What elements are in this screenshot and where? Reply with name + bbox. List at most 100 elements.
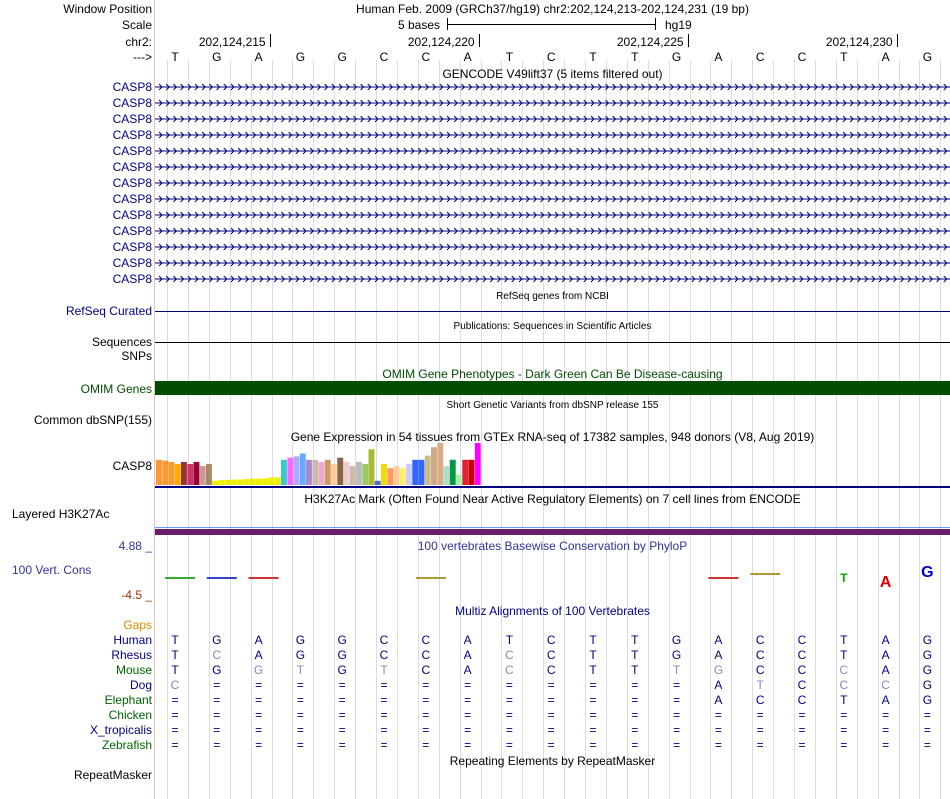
gencode-row-label[interactable]: CASP8 bbox=[112, 176, 152, 190]
gencode-transcript[interactable] bbox=[155, 178, 950, 188]
gencode-transcript[interactable] bbox=[155, 146, 950, 156]
species-label[interactable]: Human bbox=[113, 633, 152, 647]
gtex-tissue-bar[interactable] bbox=[306, 459, 312, 485]
gtex-tissue-bar[interactable] bbox=[437, 443, 444, 485]
publications-label[interactable]: Sequences bbox=[91, 335, 152, 349]
refseq-feature[interactable] bbox=[155, 311, 950, 312]
gtex-tissue-bar[interactable] bbox=[281, 459, 287, 485]
gtex-tissue-bar[interactable] bbox=[256, 478, 262, 485]
gtex-tissue-bar[interactable] bbox=[274, 477, 281, 485]
gtex-tissue-bar[interactable] bbox=[293, 456, 300, 485]
gtex-tissue-bar[interactable] bbox=[193, 461, 200, 485]
gencode-transcript[interactable] bbox=[155, 98, 950, 108]
gtex-tissue-bar[interactable] bbox=[449, 459, 456, 485]
gtex-tissue-bar[interactable] bbox=[162, 460, 169, 485]
gtex-tissue-bar[interactable] bbox=[262, 478, 269, 485]
gtex-tissue-bar[interactable] bbox=[287, 457, 294, 485]
omim-feature[interactable] bbox=[155, 381, 950, 395]
gtex-chart[interactable] bbox=[155, 442, 950, 490]
gencode-transcript[interactable] bbox=[155, 258, 950, 268]
gtex-tissue-bar[interactable] bbox=[356, 461, 362, 485]
species-label[interactable]: Rhesus bbox=[111, 648, 152, 662]
gtex-tissue-bar[interactable] bbox=[231, 479, 237, 486]
gtex-tissue-bar[interactable] bbox=[456, 474, 462, 486]
gencode-row-label[interactable]: CASP8 bbox=[112, 192, 152, 206]
gtex-tissue-bar[interactable] bbox=[431, 447, 437, 485]
gtex-tissue-bar[interactable] bbox=[399, 468, 406, 485]
strand-label[interactable]: ---> bbox=[133, 50, 152, 64]
gencode-transcript[interactable] bbox=[155, 162, 950, 172]
gtex-tissue-bar[interactable] bbox=[406, 464, 412, 485]
gtex-tissue-bar[interactable] bbox=[368, 449, 375, 485]
gtex-tissue-bar[interactable] bbox=[312, 459, 319, 485]
gtex-tissue-bar[interactable] bbox=[218, 480, 225, 485]
gtex-tissue-bar[interactable] bbox=[156, 459, 162, 485]
gtex-tissue-bar[interactable] bbox=[249, 478, 256, 485]
gtex-tissue-bar[interactable] bbox=[424, 455, 431, 485]
gencode-row-label[interactable]: CASP8 bbox=[112, 160, 152, 174]
gencode-row-label[interactable]: CASP8 bbox=[112, 208, 152, 222]
gtex-tissue-bar[interactable] bbox=[243, 479, 250, 485]
gencode-transcript[interactable] bbox=[155, 194, 950, 204]
gtex-tissue-bar[interactable] bbox=[174, 464, 181, 485]
gencode-row-label[interactable]: CASP8 bbox=[112, 240, 152, 254]
gtex-tissue-bar[interactable] bbox=[181, 461, 187, 485]
gencode-row-label[interactable]: CASP8 bbox=[112, 112, 152, 126]
gencode-transcript[interactable] bbox=[155, 210, 950, 220]
species-label[interactable]: Chicken bbox=[108, 708, 152, 722]
gtex-tissue-bar[interactable] bbox=[418, 459, 425, 485]
species-label[interactable]: Zebrafish bbox=[101, 738, 152, 752]
panel-divider[interactable] bbox=[154, 0, 155, 799]
gtex-tissue-bar[interactable] bbox=[237, 479, 244, 486]
gtex-tissue-bar[interactable] bbox=[318, 461, 325, 485]
gencode-transcript[interactable] bbox=[155, 226, 950, 236]
gtex-tissue-bar[interactable] bbox=[331, 464, 337, 485]
omim-label[interactable]: OMIM Genes bbox=[80, 382, 152, 396]
gtex-tissue-bar[interactable] bbox=[268, 477, 275, 485]
gencode-transcript[interactable] bbox=[155, 114, 950, 124]
gencode-row-label[interactable]: CASP8 bbox=[112, 80, 152, 94]
gtex-tissue-bar[interactable] bbox=[199, 466, 206, 485]
gencode-transcript[interactable] bbox=[155, 82, 950, 92]
gencode-transcript[interactable] bbox=[155, 274, 950, 284]
gtex-tissue-bar[interactable] bbox=[393, 466, 400, 485]
gtex-tissue-bar[interactable] bbox=[443, 466, 450, 485]
tracks-panel[interactable]: Human Feb. 2009 (GRCh37/hg19) chr2:202,1… bbox=[155, 0, 950, 799]
gtex-tissue-bar[interactable] bbox=[362, 464, 369, 485]
gtex-tissue-bar[interactable] bbox=[224, 480, 231, 485]
gtex-tissue-bar[interactable] bbox=[337, 457, 344, 485]
gtex-label[interactable]: CASP8 bbox=[112, 459, 152, 473]
gtex-tissue-bar[interactable] bbox=[412, 459, 419, 485]
species-label[interactable]: Mouse bbox=[115, 663, 152, 677]
gtex-tissue-bar[interactable] bbox=[381, 464, 387, 485]
gencode-row-label[interactable]: CASP8 bbox=[112, 96, 152, 110]
gencode-row-label[interactable]: CASP8 bbox=[112, 256, 152, 270]
gtex-tissue-bar[interactable] bbox=[387, 468, 394, 485]
publications-feature[interactable] bbox=[155, 342, 950, 343]
dbsnp-label[interactable]: Common dbSNP(155) bbox=[33, 413, 152, 427]
gtex-tissue-bar[interactable] bbox=[206, 464, 212, 485]
phylop-logo[interactable]: T AG bbox=[155, 560, 950, 590]
species-label[interactable]: Dog bbox=[129, 678, 152, 692]
gtex-tissue-bar[interactable] bbox=[468, 459, 475, 485]
phylop-label[interactable]: 100 Vert. Cons bbox=[12, 563, 92, 577]
repeatmasker-label[interactable]: RepeatMasker bbox=[73, 768, 152, 782]
refseq-label[interactable]: RefSeq Curated bbox=[65, 304, 152, 318]
gencode-transcript[interactable] bbox=[155, 130, 950, 140]
gencode-transcript[interactable] bbox=[155, 242, 950, 252]
species-label[interactable]: Elephant bbox=[104, 693, 152, 707]
gtex-tissue-bar[interactable] bbox=[343, 461, 350, 485]
gtex-tissue-bar[interactable] bbox=[168, 461, 175, 485]
gtex-tissue-bar[interactable] bbox=[374, 480, 381, 485]
snps-label[interactable]: SNPs bbox=[121, 349, 152, 363]
gencode-row-label[interactable]: CASP8 bbox=[112, 144, 152, 158]
h3k27ac-label[interactable]: Layered H3K27Ac bbox=[12, 507, 110, 521]
gtex-tissue-bar[interactable] bbox=[349, 466, 356, 485]
gtex-tissue-bar[interactable] bbox=[462, 459, 469, 485]
gencode-row-label[interactable]: CASP8 bbox=[112, 272, 152, 286]
gencode-row-label[interactable]: CASP8 bbox=[112, 128, 152, 142]
gtex-tissue-bar[interactable] bbox=[187, 464, 194, 485]
gtex-tissue-bar[interactable] bbox=[474, 443, 481, 485]
species-label[interactable]: X_tropicalis bbox=[89, 723, 152, 737]
gencode-row-label[interactable]: CASP8 bbox=[112, 224, 152, 238]
